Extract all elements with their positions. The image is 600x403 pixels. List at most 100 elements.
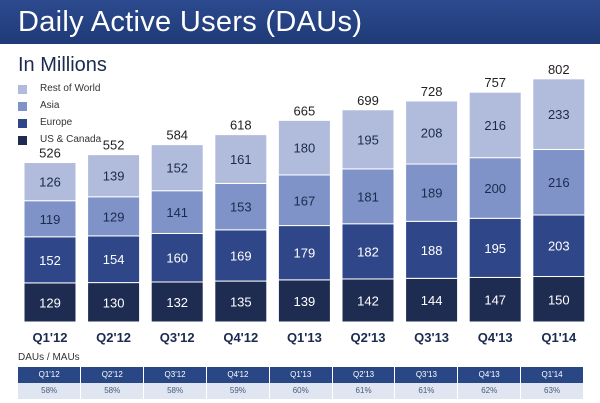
x-axis-tick-label: Q2'12 [96, 330, 131, 345]
segment-value-label: 139 [294, 294, 316, 309]
legend-swatch-europe [18, 119, 27, 128]
bar-segment-us-canada [405, 277, 459, 323]
segment-value-label: 150 [548, 292, 570, 307]
ratio-value-cell: 60% [269, 383, 333, 399]
segment-value-label: 161 [230, 152, 252, 167]
ratio-header-cell: Q2'13 [332, 367, 396, 383]
bar-segment-us-canada [468, 276, 522, 323]
x-axis-tick-label: Q3'12 [160, 330, 195, 345]
segment-value-label: 167 [294, 193, 316, 208]
segment-value-label: 119 [40, 212, 61, 227]
segment-value-label: 142 [357, 293, 379, 308]
ratio-table-title: DAUs / MAUs [18, 352, 80, 363]
bar-segment-rest-of-world [23, 162, 77, 202]
bar-segment-europe [468, 217, 522, 278]
ratio-value-cell: 58% [80, 383, 145, 399]
segment-value-label: 180 [294, 141, 316, 156]
bar-segment-rest-of-world [150, 144, 204, 192]
bar-total-label: 584 [166, 128, 188, 143]
segment-value-label: 154 [103, 252, 125, 267]
segment-value-label: 169 [230, 248, 252, 263]
bar-segment-rest-of-world [405, 100, 459, 165]
legend-label-us-canada: US & Canada [40, 134, 102, 145]
bar-segment-asia [468, 157, 522, 219]
segment-value-label: 126 [39, 175, 61, 190]
bar-total-label: 552 [103, 138, 125, 153]
bar-segment-rest-of-world [341, 109, 395, 170]
ratio-value-cell: 61% [332, 383, 396, 399]
ratio-header-cell: Q1'14 [520, 367, 584, 383]
x-axis-tick-label: Q4'12 [223, 330, 258, 345]
legend-swatch-us-canada [18, 136, 27, 145]
segment-value-label: 152 [39, 253, 61, 268]
bar-segment-asia [87, 196, 141, 237]
bar-segment-asia [341, 168, 395, 225]
bar-total-label: 728 [421, 84, 443, 99]
segment-value-label: 147 [484, 293, 506, 308]
ratio-header-cell: Q3'12 [143, 367, 207, 383]
bar-segment-rest-of-world [87, 154, 141, 198]
header-bar: Daily Active Users (DAUs) [0, 0, 600, 44]
x-axis-tick-label: Q4'13 [478, 330, 513, 345]
bar-total-label: 699 [357, 93, 379, 108]
ratio-table-header-row: Q1'12 Q2'12 Q3'12 Q4'12 Q1'13 Q2'13 Q3'1… [18, 367, 584, 383]
bar-segment-europe [87, 235, 141, 284]
segment-value-label: 182 [357, 244, 379, 259]
ratio-value-cell: 63% [520, 383, 584, 399]
ratio-header-cell: Q2'12 [80, 367, 145, 383]
bar-segment-europe [405, 220, 459, 279]
bar-segment-asia [277, 174, 331, 227]
segment-value-label: 152 [166, 161, 188, 176]
ratio-table-value-row: 58% 58% 58% 59% 60% 61% 61% 62% 63% [18, 383, 584, 399]
segment-value-label: 135 [230, 295, 252, 310]
x-axis-tick-label: Q2'13 [351, 330, 386, 345]
bar-segment-asia [214, 182, 268, 231]
bar-segment-europe [532, 214, 586, 278]
ratio-header-cell: Q4'13 [457, 367, 522, 383]
x-axis-tick-label: Q3'13 [414, 330, 449, 345]
bar-total-label: 665 [294, 103, 316, 118]
segment-value-label: 188 [421, 243, 443, 258]
bar-segment-us-canada [23, 282, 77, 323]
segment-value-label: 153 [230, 200, 252, 215]
bar-total-label: 618 [230, 118, 252, 133]
bar-total-label: 757 [484, 75, 506, 90]
x-axis-tick-label: Q1'14 [541, 330, 577, 345]
ratio-header-cell: Q1'12 [18, 367, 82, 383]
segment-value-label: 129 [39, 295, 61, 310]
x-axis-tick-label: Q1'13 [287, 330, 322, 345]
ratio-value-cell: 62% [457, 383, 522, 399]
segment-value-label: 141 [166, 205, 188, 220]
segment-value-label: 203 [548, 239, 570, 254]
segment-value-label: 129 [103, 209, 125, 224]
segment-value-label: 216 [548, 175, 570, 190]
dau-stacked-bar-chart: 129 152 119 126 526 Q1'12 130 154 129 139 552 Q2'12… [23, 62, 586, 345]
bar-segment-rest-of-world [214, 134, 268, 184]
ratio-value-cell: 59% [206, 383, 270, 399]
legend-label-europe: Europe [40, 117, 73, 128]
segment-value-label: 233 [548, 107, 570, 122]
segment-value-label: 195 [357, 132, 379, 147]
ratio-header-cell: Q3'13 [394, 367, 459, 383]
bar-segment-europe [214, 229, 268, 282]
ratio-value-cell: 58% [18, 383, 82, 399]
bar-total-label: 802 [548, 62, 570, 77]
bar-segment-us-canada [150, 281, 204, 323]
x-axis-tick-label: Q1'12 [33, 330, 68, 345]
bar-segment-asia [405, 163, 459, 222]
bar-segment-europe [341, 223, 395, 280]
bar-segment-europe [23, 236, 77, 284]
legend-swatch-asia [18, 102, 27, 111]
bar-segment-asia [532, 148, 586, 216]
segment-value-label: 200 [484, 181, 506, 196]
ratio-header-cell: Q1'13 [269, 367, 333, 383]
segment-value-label: 139 [103, 169, 125, 184]
chart-subtitle: In Millions [18, 54, 107, 76]
segment-value-label: 181 [357, 189, 379, 204]
segment-value-label: 179 [294, 246, 316, 261]
bar-segment-asia [150, 190, 204, 234]
ratio-value-cell: 61% [394, 383, 459, 399]
bar-segment-rest-of-world [468, 91, 522, 159]
segment-value-label: 160 [166, 251, 188, 266]
segment-value-label: 216 [484, 118, 506, 133]
